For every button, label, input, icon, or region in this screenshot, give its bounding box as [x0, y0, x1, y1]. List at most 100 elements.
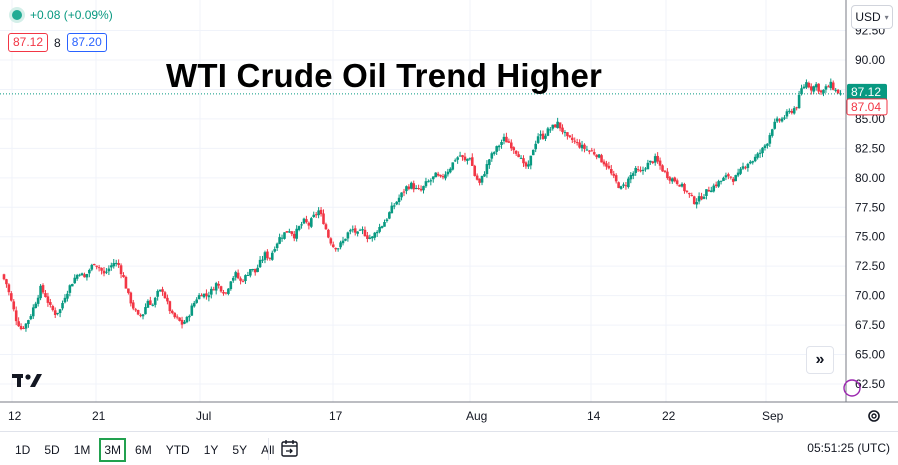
- candle: [575, 138, 579, 146]
- candle: [149, 296, 152, 306]
- candle-body: [790, 110, 794, 113]
- candle: [400, 192, 403, 201]
- candle: [605, 160, 608, 170]
- x-tick-label: 22: [662, 409, 676, 423]
- ask-button[interactable]: 87.20: [66, 33, 107, 52]
- candle-body: [434, 172, 437, 178]
- range-tab-5d[interactable]: 5D: [44, 443, 60, 457]
- scroll-to-realtime-button[interactable]: »: [806, 346, 834, 374]
- candle-body: [688, 192, 691, 195]
- candle-body: [61, 302, 64, 309]
- candle-body: [361, 229, 364, 231]
- candle-body: [392, 205, 396, 207]
- candle-body: [58, 309, 62, 314]
- candle: [344, 238, 347, 242]
- candle-body: [73, 277, 77, 284]
- candle: [392, 203, 396, 210]
- candle: [300, 221, 303, 229]
- candle: [685, 190, 689, 194]
- candle: [475, 173, 479, 181]
- range-tab-1m[interactable]: 1M: [73, 443, 91, 457]
- candle-body: [288, 231, 291, 233]
- settings-gear-icon[interactable]: [864, 406, 884, 426]
- candle-body: [458, 155, 462, 157]
- candle-body: [222, 292, 225, 294]
- candle: [268, 257, 272, 261]
- candle: [639, 166, 642, 173]
- candle: [751, 160, 755, 165]
- bid-button[interactable]: 87.12: [8, 33, 49, 52]
- candle-body: [63, 297, 67, 303]
- candle: [190, 303, 194, 316]
- candle: [397, 194, 401, 206]
- tradingview-logo-icon[interactable]: [12, 372, 44, 390]
- candle-body: [768, 135, 772, 144]
- candle-body: [556, 121, 559, 129]
- candle-body: [244, 275, 247, 282]
- range-tabs: 1D 5D 1M 3M 6M YTD 1Y 5Y All: [10, 438, 279, 462]
- candle: [351, 225, 355, 233]
- candle-body: [585, 149, 589, 151]
- candle-body: [22, 327, 25, 329]
- candle: [434, 172, 437, 178]
- candle: [173, 312, 177, 319]
- candle: [68, 284, 72, 297]
- candle-body: [741, 166, 745, 169]
- candle-body: [436, 173, 440, 176]
- range-tab-3m[interactable]: 3M: [99, 438, 127, 462]
- candle: [363, 226, 367, 237]
- candle-body: [417, 187, 420, 189]
- candle-body: [185, 316, 189, 323]
- candle: [805, 79, 808, 90]
- candle-body: [783, 117, 786, 119]
- candle: [739, 167, 742, 176]
- x-tick-label: Aug: [466, 409, 487, 423]
- x-tick-label: Sep: [762, 409, 784, 423]
- candle: [824, 84, 828, 93]
- range-tab-5y[interactable]: 5Y: [232, 443, 248, 457]
- candle-body: [410, 182, 413, 189]
- candle-body: [770, 129, 774, 136]
- range-tab-6m[interactable]: 6M: [135, 443, 152, 457]
- candle: [441, 173, 445, 180]
- candle-body: [814, 84, 818, 88]
- currency-selector[interactable]: USD ▾: [851, 5, 893, 29]
- candle-body: [85, 273, 89, 278]
- candle-body: [51, 306, 55, 311]
- candle: [375, 230, 379, 237]
- candle: [653, 153, 657, 166]
- y-tick-label: 62.50: [855, 377, 885, 391]
- candle-body: [358, 229, 362, 231]
- candle: [495, 145, 498, 155]
- range-tab-1y[interactable]: 1Y: [203, 443, 219, 457]
- calendar-goto-icon[interactable]: [278, 437, 302, 461]
- x-tick-label: 12: [8, 409, 22, 423]
- candle: [7, 283, 11, 296]
- candle: [195, 297, 198, 304]
- x-tick-label: 14: [587, 409, 601, 423]
- candle: [778, 118, 781, 123]
- candle-body: [831, 82, 835, 90]
- candle: [539, 130, 542, 140]
- candle: [666, 168, 669, 180]
- candle: [834, 87, 837, 93]
- range-tab-1d[interactable]: 1D: [15, 443, 31, 457]
- candle: [544, 133, 547, 142]
- candle-body: [666, 171, 669, 179]
- candle-body: [331, 244, 335, 248]
- candle: [473, 164, 477, 177]
- range-tab-all[interactable]: All: [256, 438, 279, 462]
- candle-body: [227, 288, 230, 294]
- range-tab-ytd[interactable]: YTD: [165, 443, 190, 457]
- utc-clock[interactable]: 05:51:25 (UTC): [807, 441, 890, 455]
- candle: [114, 259, 118, 267]
- candle-body: [219, 286, 223, 292]
- candle: [90, 263, 94, 272]
- candle-body: [173, 312, 177, 318]
- candle-body: [575, 142, 579, 144]
- candle: [168, 300, 172, 315]
- candle: [222, 289, 225, 296]
- candle-body: [178, 317, 181, 321]
- candle-body: [214, 283, 218, 291]
